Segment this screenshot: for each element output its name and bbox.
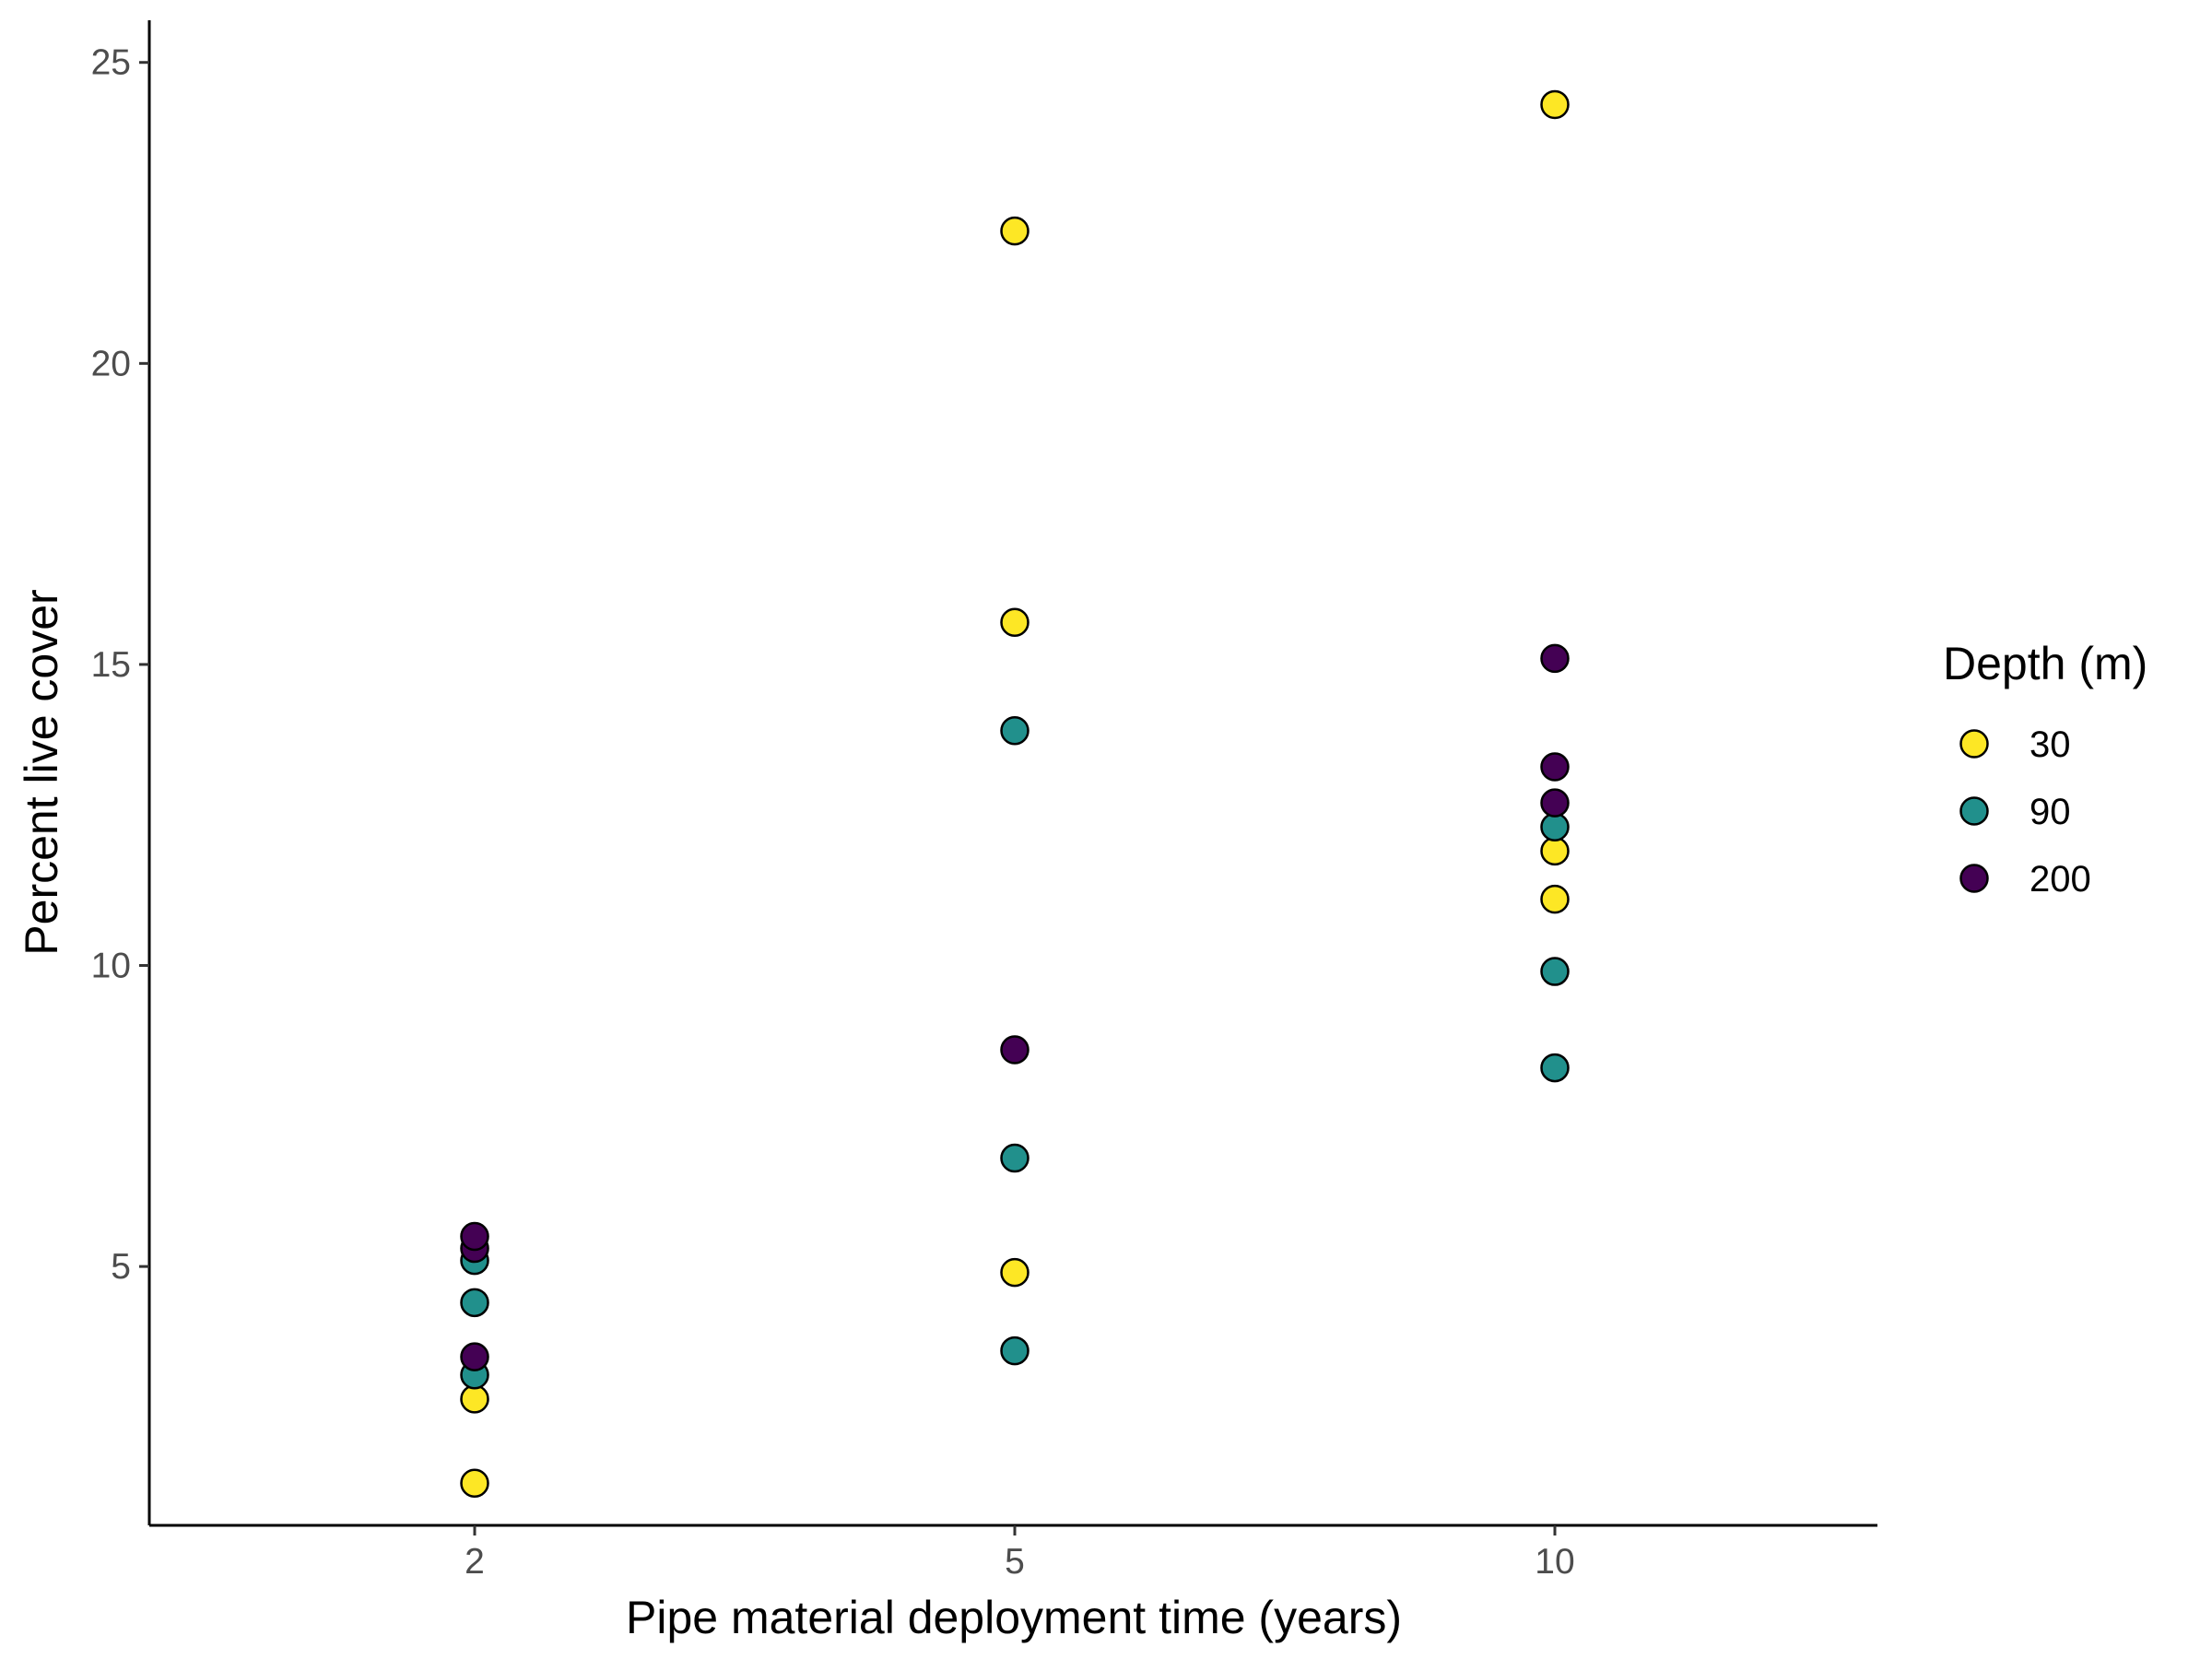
x-tick-label: 2 [465, 1542, 485, 1582]
legend: Depth (m) 30 90 200 [1943, 638, 2147, 900]
legend-entries: 30 90 200 [1959, 724, 2091, 900]
data-point-depth-200 [460, 1342, 489, 1371]
data-point-depth-200 [460, 1221, 489, 1252]
data-point-depth-30 [460, 1468, 489, 1499]
data-point-depth-30 [1540, 836, 1570, 866]
legend-key-90 [1959, 796, 1989, 826]
legend-key-30 [1959, 729, 1989, 759]
data-point-depth-30 [1540, 884, 1570, 914]
x-axis-ticks: 2 5 10 [465, 1525, 1575, 1582]
data-point-depth-90 [460, 1288, 489, 1318]
y-tick-label: 15 [91, 645, 131, 685]
y-axis-title: Percent live cover [16, 589, 67, 955]
data-point-depth-200 [1540, 788, 1570, 818]
data-point-depth-200 [1000, 1035, 1030, 1065]
y-tick-label: 25 [91, 43, 131, 83]
data-point-depth-90 [1540, 1053, 1570, 1083]
data-point-depth-200 [1540, 643, 1570, 674]
data-point-depth-90 [1000, 1335, 1030, 1366]
legend-label: 200 [2030, 859, 2091, 900]
data-point-depth-30 [1000, 607, 1030, 637]
data-point-depth-30 [1540, 89, 1570, 120]
data-point-depth-30 [1000, 1257, 1030, 1288]
x-axis-title: Pipe material deployment time (years) [626, 1592, 1402, 1643]
y-tick-label: 5 [111, 1247, 131, 1287]
data-point-depth-30 [460, 1384, 489, 1414]
data-point-depth-90 [1000, 716, 1030, 746]
data-points [460, 89, 1570, 1499]
data-point-depth-30 [1000, 216, 1030, 246]
data-point-depth-90 [1540, 957, 1570, 986]
data-point-depth-200 [1540, 752, 1570, 782]
y-axis-ticks: 5 10 15 20 25 [91, 43, 149, 1287]
y-tick-label: 10 [91, 947, 131, 986]
legend-title: Depth (m) [1943, 638, 2147, 689]
y-tick-label: 20 [91, 344, 131, 383]
data-point-depth-90 [1000, 1143, 1030, 1173]
legend-label: 90 [2030, 792, 2071, 832]
x-tick-label: 10 [1535, 1542, 1574, 1582]
legend-label: 30 [2030, 724, 2071, 765]
legend-key-200 [1959, 864, 1989, 893]
x-tick-label: 5 [1005, 1542, 1025, 1582]
data-point-depth-90 [1540, 812, 1570, 842]
